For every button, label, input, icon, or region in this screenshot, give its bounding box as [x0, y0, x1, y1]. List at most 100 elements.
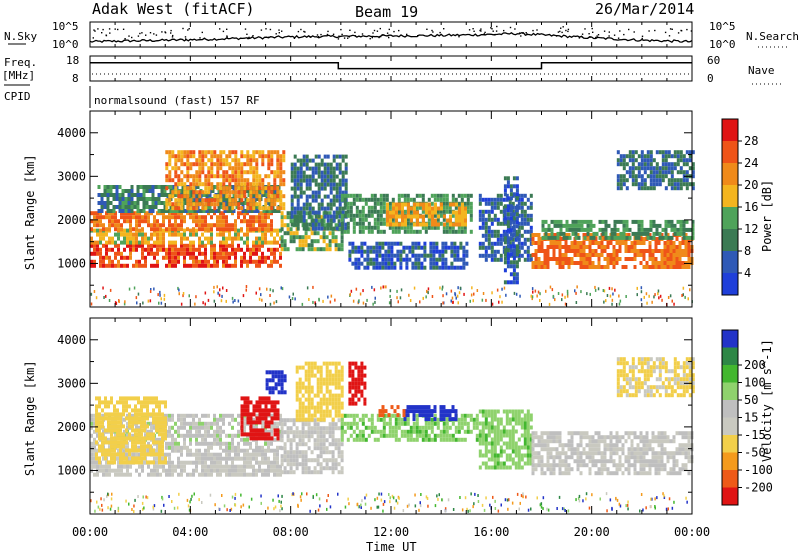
data-cell — [308, 194, 312, 199]
data-cell — [418, 193, 422, 198]
data-cell — [174, 198, 178, 203]
data-cell — [354, 245, 358, 250]
data-cell — [184, 201, 188, 205]
data-cell — [129, 219, 132, 224]
data-cell — [517, 197, 521, 202]
data-cell — [222, 232, 225, 237]
data-cell — [512, 260, 516, 265]
data-cell — [153, 263, 156, 268]
data-cell — [156, 468, 159, 473]
data-cell — [252, 182, 256, 187]
data-cell — [340, 225, 344, 230]
data-cell — [421, 209, 425, 214]
data-cell — [108, 464, 111, 469]
data-cell — [613, 219, 617, 224]
data-speck — [505, 293, 507, 297]
data-cell — [290, 194, 294, 199]
data-cell — [329, 198, 333, 203]
data-cell — [165, 441, 168, 446]
data-speck — [549, 285, 552, 289]
data-cell — [93, 228, 96, 233]
data-cell — [311, 190, 315, 195]
data-cell — [461, 218, 464, 223]
data-cell — [201, 198, 205, 203]
data-cell — [279, 194, 283, 199]
data-cell — [258, 202, 262, 207]
data-cell — [597, 245, 601, 249]
data-cell — [676, 186, 680, 191]
data-cell — [346, 209, 350, 214]
data-cell — [282, 158, 286, 163]
data-cell — [346, 205, 350, 210]
data-cell — [691, 162, 695, 167]
data-cell — [219, 162, 223, 167]
data-cell — [192, 190, 196, 195]
data-cell — [143, 424, 146, 429]
data-cell — [625, 227, 629, 232]
data-cell — [562, 231, 566, 236]
data-cell — [308, 214, 312, 219]
data-cell — [366, 253, 370, 258]
data-cell — [386, 202, 389, 207]
data-cell — [416, 218, 419, 223]
data-cell — [678, 265, 682, 269]
data-cell — [195, 198, 199, 203]
data-cell — [180, 445, 183, 450]
data-cell — [222, 413, 225, 418]
data-cell — [201, 232, 204, 237]
data-cell — [417, 261, 421, 266]
data-cell — [99, 223, 102, 228]
data-cell — [618, 257, 622, 261]
data-cell — [276, 198, 280, 203]
data-cell — [373, 225, 377, 230]
data-cell — [637, 182, 641, 187]
data-cell — [672, 265, 676, 269]
data-cell — [189, 174, 193, 179]
data-cell — [110, 440, 113, 445]
data-cell — [314, 210, 318, 215]
data-speck — [273, 301, 275, 305]
data-cell — [237, 464, 240, 469]
data-cell — [512, 264, 516, 269]
data-cell — [332, 154, 336, 159]
data-cell — [153, 251, 156, 256]
data-cell — [156, 472, 159, 477]
data-cell — [102, 456, 105, 461]
nsearch-dot — [671, 28, 673, 30]
data-cell — [634, 150, 638, 155]
data-cell — [493, 233, 497, 238]
data-speck — [389, 294, 391, 298]
data-cell — [580, 223, 584, 228]
data-cell — [549, 245, 553, 249]
data-cell — [214, 185, 218, 189]
data-cell — [588, 249, 592, 253]
nsearch-dot — [338, 35, 340, 37]
data-cell — [600, 265, 604, 269]
data-cell — [128, 432, 131, 437]
data-cell — [282, 150, 286, 155]
data-cell — [512, 228, 516, 233]
data-speck — [291, 297, 294, 300]
data-cell — [198, 452, 201, 457]
data-cell — [93, 211, 96, 216]
data-cell — [195, 247, 198, 252]
data-speck — [519, 294, 521, 298]
data-cell — [246, 202, 250, 207]
data-cell — [442, 229, 446, 234]
data-cell — [567, 249, 571, 253]
data-cell — [559, 231, 563, 236]
data-cell — [401, 202, 404, 207]
data-cell — [181, 185, 185, 189]
data-cell — [152, 436, 155, 441]
data-cell — [127, 201, 131, 205]
data-speck — [330, 294, 333, 298]
data-cell — [280, 235, 284, 240]
data-cell — [464, 210, 467, 215]
data-speck — [427, 291, 429, 295]
data-cell — [506, 176, 510, 181]
data-cell — [129, 243, 132, 248]
data-cell — [654, 237, 658, 241]
data-cell — [96, 433, 99, 438]
data-cell — [159, 437, 162, 442]
data-speck — [288, 295, 291, 299]
